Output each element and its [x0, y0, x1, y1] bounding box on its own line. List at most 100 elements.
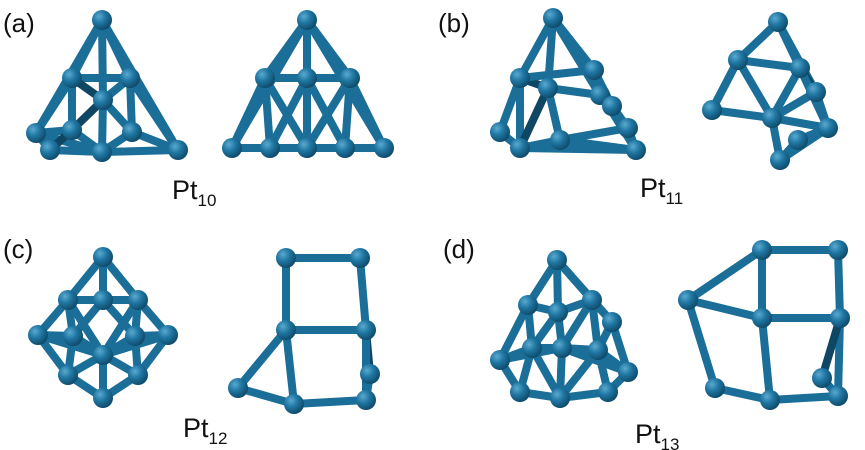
formula-pt10-subscript: 10 [198, 191, 217, 210]
pt-atom [618, 362, 638, 382]
pt-atom [92, 142, 112, 162]
pt-bond [32, 129, 106, 156]
pt-atom [168, 140, 188, 160]
pt-atom [490, 122, 510, 142]
pt-atom [58, 290, 78, 310]
pt-bond [516, 84, 552, 152]
pt-atom [122, 122, 142, 142]
pt-atom [284, 394, 304, 414]
pt-atom [602, 96, 622, 116]
pt-bond [734, 56, 776, 122]
pt13-cluster-view-1 [490, 250, 638, 408]
formula-pt11-element: Pt [640, 173, 666, 203]
pt-atom [297, 68, 317, 88]
pt-atom [547, 250, 567, 270]
pt-atom [828, 386, 848, 406]
pt-atom [260, 138, 280, 158]
pt-atom [40, 140, 60, 160]
pt-bond [516, 144, 640, 154]
pt-bond [126, 74, 182, 154]
pt-bond [556, 124, 632, 144]
panel-label-a: (a) [3, 8, 35, 38]
pt-atom [760, 390, 780, 410]
pt-atom [93, 388, 113, 408]
pt-atom [830, 308, 850, 328]
pt-atom [360, 364, 380, 384]
pt-atom [125, 326, 145, 346]
panel-label-c: (c) [3, 234, 33, 264]
formula-pt13: Pt13 [635, 419, 679, 450]
pt13-cluster-view-2 [678, 240, 850, 410]
pt-atom [626, 140, 646, 160]
formula-pt10-element: Pt [172, 175, 198, 205]
pt-atom [93, 345, 113, 365]
pt-atom [770, 150, 790, 170]
pt-atom [678, 290, 698, 310]
formula-pt12-element: Pt [183, 413, 209, 443]
pt-atom [26, 123, 46, 143]
pt-atom [518, 295, 538, 315]
pt-bond [356, 254, 370, 334]
pt-atom [158, 325, 178, 345]
pt12-cluster-view-2 [228, 248, 380, 414]
pt-bond [834, 246, 844, 322]
pt-bond [818, 314, 844, 382]
pt-atom [510, 68, 530, 88]
panel-label-b: (b) [438, 8, 470, 38]
pt-bond [282, 326, 298, 408]
pt-atom [340, 68, 360, 88]
pt-bond [558, 344, 632, 376]
pt-atom [702, 100, 722, 120]
pt-atom [356, 320, 376, 340]
pt-bond [234, 326, 290, 392]
pt-bond [758, 314, 774, 404]
formula-pt12: Pt12 [183, 413, 227, 448]
pt-atom [548, 302, 568, 322]
pt-atom [63, 326, 83, 346]
pt-bond [684, 246, 766, 304]
pt-atom [276, 248, 296, 268]
pt-atom [768, 12, 788, 32]
formula-pt11: Pt11 [640, 173, 683, 208]
pt-atom [62, 120, 82, 140]
pt10-cluster-view-1 [26, 10, 188, 162]
pt-atom [538, 78, 558, 98]
pt-atom [828, 240, 848, 260]
pt-atom [543, 8, 563, 28]
pt-atom [588, 340, 608, 360]
pt-bond [98, 16, 107, 104]
pt-atom [490, 350, 510, 370]
formula-pt10: Pt10 [172, 175, 216, 210]
pt-bond [290, 396, 370, 408]
pt11-cluster-view-1 [490, 8, 646, 160]
pt-atom [788, 130, 808, 150]
pt-atom [120, 68, 140, 88]
pt-bond [496, 301, 532, 364]
pt-atom [92, 10, 112, 30]
pt-atom [510, 138, 530, 158]
formula-pt11-subscript: 11 [666, 189, 684, 208]
pt-atom [93, 290, 113, 310]
pt12-cluster-view-1 [28, 247, 178, 408]
pt-atom [228, 378, 248, 398]
pt11-cluster-view-2 [702, 12, 838, 170]
pt-bond [64, 296, 107, 359]
pt-atom [752, 308, 772, 328]
pt10-cluster-view-2 [222, 10, 394, 158]
pt-bond [99, 296, 142, 359]
pt-atom [790, 58, 810, 78]
formula-pt12-subscript: 12 [209, 429, 228, 448]
pt-atom [58, 365, 78, 385]
pt-atom [356, 390, 376, 410]
pt-atom [552, 338, 572, 358]
pt-atom [93, 90, 113, 110]
pt-atom [762, 108, 782, 128]
pt-bond [516, 66, 598, 82]
formula-pt13-subscript: 13 [661, 435, 680, 450]
pt-bond [684, 296, 766, 322]
pt-atom [374, 138, 394, 158]
pt-atom [584, 60, 604, 80]
pt-atom [598, 382, 618, 402]
pt-atom [62, 68, 82, 88]
